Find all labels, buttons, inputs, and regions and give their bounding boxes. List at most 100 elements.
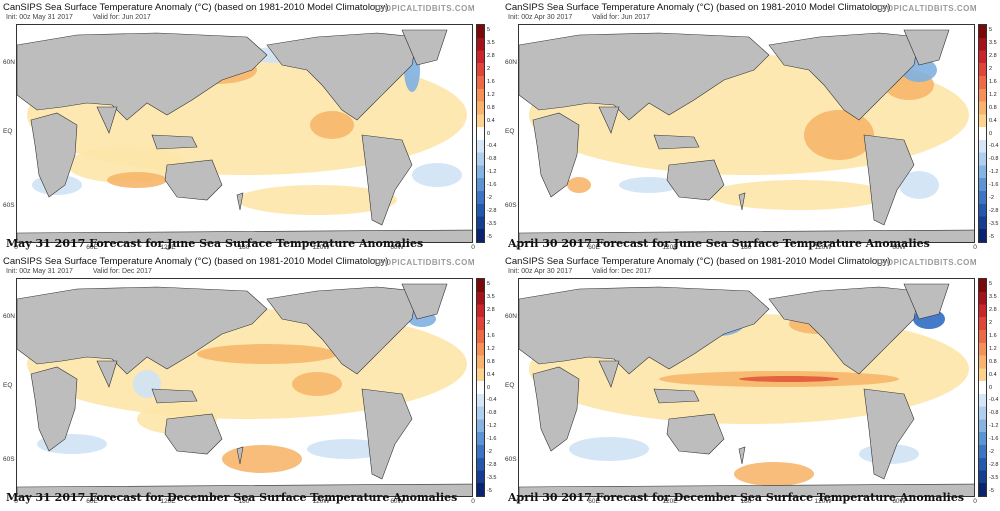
lon-label: 180 <box>740 244 752 251</box>
anomaly-region-warm-mid <box>197 344 337 364</box>
valid-time: Valid for: Jun 2017 <box>592 14 651 21</box>
valid-time: Valid for: Dec 2017 <box>592 268 652 275</box>
map-subtitle: Init: 00z Apr 30 2017 Valid for: Jun 201… <box>508 14 668 21</box>
colorbar-tick-label: -2.8 <box>487 461 497 468</box>
india-landmass <box>598 360 620 388</box>
colorbar-ticks: 5 3.5 2.8 2 1.6 1.2 0.8 0.4 0 -0.4 -0.8 -1.2 -1.6 -2 -… <box>487 24 497 243</box>
colorbar-tick-label: 0.4 <box>989 371 997 378</box>
colorbar-tick-label: -3.5 <box>487 220 497 227</box>
lat-label-60n: 60N <box>505 59 517 66</box>
colorbar-tick-label: -0.8 <box>487 156 497 163</box>
india-landmass <box>598 106 620 134</box>
lat-label-eq: EQ <box>3 382 13 389</box>
anomaly-region-warm-light <box>237 185 397 215</box>
lon-label: 180 <box>238 244 250 251</box>
lat-label-eq: EQ <box>505 382 515 389</box>
map-subtitle: Init: 00z May 31 2017 Valid for: Jun 201… <box>6 14 169 21</box>
colorbar-tick-label: -0.8 <box>989 410 999 417</box>
anomaly-region-warm-mid <box>567 177 591 193</box>
lon-label: 60W <box>892 244 906 251</box>
colorbar-tick-label: 1.6 <box>989 78 997 85</box>
init-time: Init: 00z May 31 2017 <box>6 268 73 275</box>
colorbar-tick-label: 3.5 <box>487 294 495 301</box>
indonesia-landmass <box>151 134 198 150</box>
north-america-landmass <box>768 32 920 121</box>
lat-label-60s: 60S <box>505 202 517 209</box>
colorbar-tick-label: -2 <box>989 194 994 201</box>
greenland-landmass <box>401 29 448 66</box>
colorbar-tick-label: -0.8 <box>989 156 999 163</box>
forecast-caption: May 31 2017 Forecast for December Sea Su… <box>6 491 458 504</box>
brand-watermark: TROPICALTIDBITS.COM <box>373 258 475 267</box>
south-america-landmass <box>863 134 915 226</box>
eurasia-landmass <box>519 32 770 121</box>
indonesia-landmass <box>653 134 700 150</box>
lat-label-eq: EQ <box>3 128 13 135</box>
australia-landmass <box>666 159 725 201</box>
lon-label: 120W <box>312 498 330 505</box>
colorbar-tick-label: -2.8 <box>989 207 999 214</box>
colorbar-tick-label: 1.2 <box>989 345 997 352</box>
colorbar-tick-label: -1.2 <box>487 423 497 430</box>
lon-label: 0 <box>973 244 977 251</box>
lon-label: 120W <box>814 498 832 505</box>
colorbar-tick-label: 3.5 <box>989 40 997 47</box>
greenland-landmass <box>903 29 950 66</box>
sst-anomaly-map <box>518 24 975 243</box>
lon-axis: 0 60E 120E 180 120W 60W 0 <box>14 244 475 253</box>
land-masses <box>17 283 472 496</box>
anomaly-region-warm-mid <box>734 462 814 486</box>
lon-label: 60E <box>588 244 600 251</box>
lon-label: 0 <box>516 244 520 251</box>
colorbar-tick-label: 2.8 <box>487 307 495 314</box>
colorbar-tick-label: 3.5 <box>989 294 997 301</box>
lon-label: 0 <box>471 244 475 251</box>
colorbar-tick-label: -2 <box>989 448 994 455</box>
colorbar-tick-label: 0 <box>487 384 491 391</box>
init-time: Init: 00z May 31 2017 <box>6 14 73 21</box>
anomaly-region-warm-light <box>67 147 187 183</box>
antarctica-landmass <box>17 229 472 242</box>
colorbar-tick-label: -1.6 <box>989 182 999 189</box>
map-subtitle: Init: 00z Apr 30 2017 Valid for: Dec 201… <box>508 268 669 275</box>
colorbar-tick-label: -2 <box>487 194 492 201</box>
land-masses <box>17 29 472 242</box>
anomaly-region-cool-light <box>307 439 387 459</box>
lon-label: 60E <box>86 498 98 505</box>
lon-label: 180 <box>238 498 250 505</box>
lon-label: 0 <box>14 244 18 251</box>
colorbar-tick-label: -5 <box>989 487 994 494</box>
colorbar-tick-label: 1.6 <box>989 332 997 339</box>
forecast-caption: May 31 2017 Forecast for June Sea Surfac… <box>6 237 424 250</box>
anomaly-region-cool-light <box>412 163 462 187</box>
colorbar-tick-label: 2.8 <box>989 53 997 60</box>
greenland-landmass <box>903 283 950 320</box>
lon-label: 0 <box>14 498 18 505</box>
africa-landmass <box>30 366 78 452</box>
lon-label: 120W <box>312 244 330 251</box>
lat-label-60s: 60S <box>3 456 15 463</box>
brand-watermark: TROPICALTIDBITS.COM <box>373 4 475 13</box>
colorbar-tick-label: 0.8 <box>487 358 495 365</box>
new-zealand-landmass <box>738 446 746 465</box>
australia-landmass <box>666 413 725 455</box>
colorbar-tick-label: 0.8 <box>487 104 495 111</box>
lon-label: 60W <box>390 498 404 505</box>
lon-label: 60W <box>390 244 404 251</box>
anomaly-region-warm-mid <box>222 445 302 473</box>
colorbar-tick-label: -1.6 <box>989 436 999 443</box>
forecast-caption: April 30 2017 Forecast for December Sea … <box>508 491 965 504</box>
colorbar-tick-label: -0.4 <box>989 397 999 404</box>
north-america-landmass <box>768 286 920 375</box>
anomaly-region-warm-mid <box>310 111 354 139</box>
colorbar-tick-label: 0.8 <box>989 358 997 365</box>
map-panel-top-left: CanSIPS Sea Surface Temperature Anomaly … <box>3 2 496 253</box>
colorbar-tick-label: 2 <box>989 66 993 73</box>
colorbar-tick-label: 5 <box>487 27 491 34</box>
map-subtitle: Init: 00z May 31 2017 Valid for: Dec 201… <box>6 268 170 275</box>
africa-landmass <box>532 366 580 452</box>
map-title: CanSIPS Sea Surface Temperature Anomaly … <box>505 2 891 13</box>
south-america-landmass <box>361 388 413 480</box>
land-masses <box>519 283 974 496</box>
colorbar-tick-label: -1.6 <box>487 182 497 189</box>
